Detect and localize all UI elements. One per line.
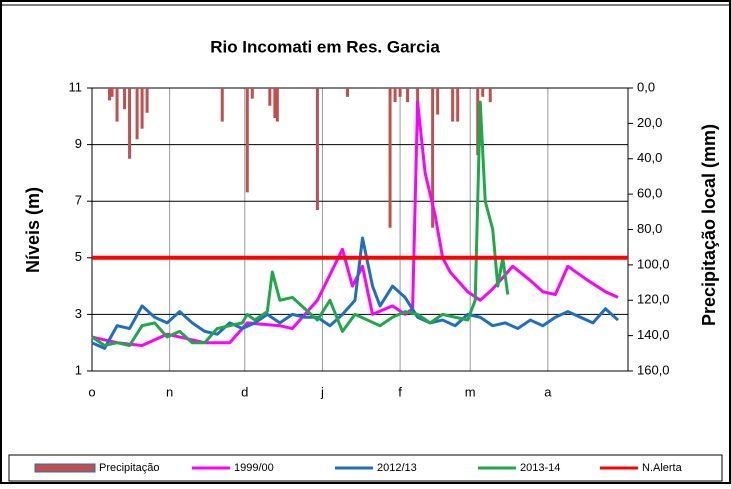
legend-label: 2013-14 — [520, 462, 560, 474]
precip-bar — [110, 88, 114, 97]
x-tick-label: m — [465, 384, 476, 399]
legend-box — [8, 454, 723, 482]
y-tick-label: 3 — [75, 306, 82, 321]
precip-bar — [145, 88, 149, 113]
chart-title: Rio Incomati em Res. Garcia — [210, 37, 440, 56]
y2-tick-label: 120,0 — [637, 292, 670, 307]
x-tick-label: n — [166, 384, 173, 399]
precip-bar — [123, 88, 127, 110]
y2-tick-label: 160,0 — [637, 362, 670, 377]
precip-bar — [456, 88, 460, 122]
precip-bar — [128, 88, 132, 159]
x-tick-label: o — [88, 384, 95, 399]
y2-tick-label: 20,0 — [637, 115, 662, 130]
precip-bar — [115, 88, 119, 122]
precip-bar — [315, 88, 319, 211]
legend-label: Precipitação — [99, 462, 160, 474]
plot-area — [91, 87, 629, 372]
precip-bar — [416, 88, 420, 108]
y-tick-label: 5 — [75, 249, 82, 264]
precip-bar — [451, 88, 455, 122]
precip-bar — [245, 88, 249, 193]
legend-label: N.Alerta — [642, 462, 683, 474]
precip-bar — [250, 88, 254, 99]
precip-bar — [108, 88, 112, 101]
precip-bar — [393, 88, 397, 103]
precip-bar — [398, 88, 402, 97]
legend-label: 1999/00 — [234, 462, 274, 474]
precip-bar — [406, 88, 410, 103]
x-tick-label: a — [544, 384, 552, 399]
precip-bar — [481, 88, 485, 97]
y-tick-label: 1 — [75, 362, 82, 377]
series-line — [91, 236, 619, 350]
precip-bar — [275, 88, 279, 122]
y-tick-label: 7 — [75, 193, 82, 208]
precip-bar — [220, 88, 224, 122]
y2-tick-label: 40,0 — [637, 150, 662, 165]
y2-tick-label: 0,0 — [637, 79, 655, 94]
y-tick-label: 9 — [75, 136, 82, 151]
x-tick-label: j — [320, 384, 324, 399]
y-axis-label: Níveis (m) — [23, 187, 43, 273]
x-tick-label: f — [398, 384, 402, 399]
legend-swatch — [34, 463, 96, 473]
precip-bar — [135, 88, 139, 140]
precip-bar — [140, 88, 144, 129]
precip-bar — [273, 88, 277, 119]
y2-tick-label: 100,0 — [637, 256, 670, 271]
precip-bar — [345, 88, 349, 97]
legend-label: 2012/13 — [377, 462, 417, 474]
precip-bar — [488, 88, 492, 103]
y-tick-label: 11 — [69, 79, 83, 94]
series-line — [91, 100, 510, 348]
y2-tick-label: 60,0 — [637, 186, 662, 201]
x-tick-label: d — [241, 384, 248, 399]
precip-bar — [268, 88, 272, 106]
precip-bar — [388, 88, 392, 228]
precip-bar — [431, 88, 435, 228]
y2-tick-label: 80,0 — [637, 221, 662, 236]
y2-tick-label: 140,0 — [637, 327, 670, 342]
precip-bar — [436, 88, 440, 115]
y2-axis-label: Precipitação local (mm) — [699, 124, 719, 326]
precip-bar — [476, 88, 480, 156]
